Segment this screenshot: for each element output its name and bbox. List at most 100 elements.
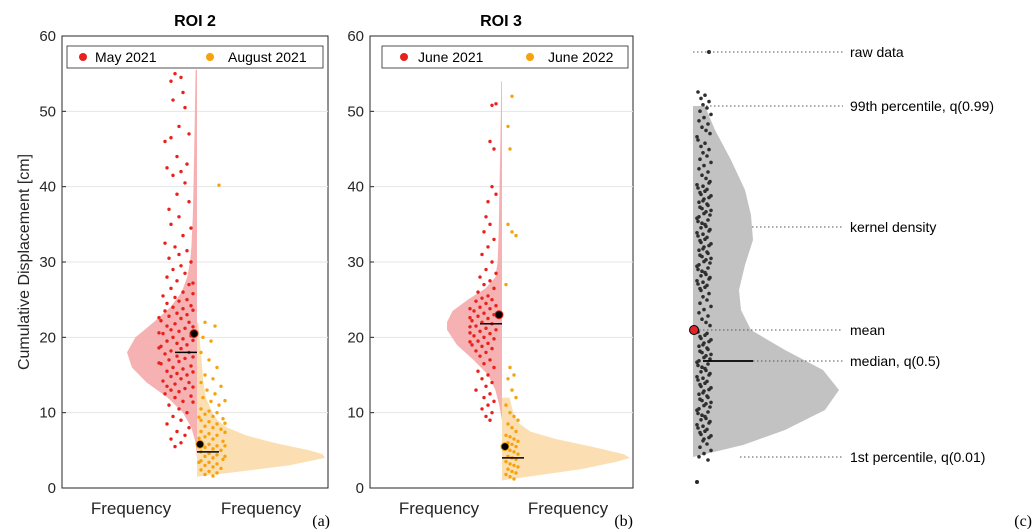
raw-data-point <box>512 463 516 468</box>
raw-data-point <box>185 373 189 377</box>
raw-data-point <box>219 466 223 471</box>
raw-data-point <box>201 335 205 340</box>
raw-data-point <box>183 386 187 391</box>
schematic-point <box>707 181 711 185</box>
schematic-point <box>700 173 704 177</box>
raw-data-point <box>171 414 175 419</box>
raw-data-point <box>482 362 486 366</box>
raw-data-point <box>187 282 191 287</box>
raw-data-point <box>508 435 512 439</box>
raw-data-point <box>223 421 227 425</box>
raw-data-point <box>203 435 207 439</box>
raw-data-point <box>506 124 510 129</box>
schematic-point <box>700 206 704 211</box>
x-label-right: Frequency <box>528 499 609 518</box>
raw-data-point <box>472 334 476 338</box>
schematic-point <box>695 375 699 379</box>
schematic-point <box>701 439 705 443</box>
schematic-point <box>707 421 711 425</box>
raw-data-point <box>157 316 161 320</box>
y-tick-label: 60 <box>347 28 364 45</box>
raw-data-point <box>470 319 474 323</box>
raw-data-point <box>486 341 490 346</box>
schematic-point <box>702 451 706 456</box>
raw-data-point <box>175 429 179 434</box>
raw-data-point <box>512 373 516 377</box>
raw-data-point <box>171 173 175 178</box>
raw-data-point <box>169 374 173 379</box>
schematic-point <box>706 362 710 366</box>
raw-data-point <box>177 215 181 219</box>
schematic-point <box>703 285 707 290</box>
schematic-point <box>706 218 710 222</box>
raw-data-point <box>492 286 496 291</box>
raw-data-point <box>199 407 203 411</box>
raw-data-point <box>189 260 193 264</box>
schematic-point <box>702 259 706 264</box>
schematic-point <box>706 347 710 352</box>
raw-data-point <box>488 418 492 422</box>
schematic-point <box>699 370 703 374</box>
y-tick-label: 0 <box>356 480 364 497</box>
mean-marker <box>189 329 199 339</box>
schematic-point <box>696 282 700 286</box>
schematic-point <box>698 445 702 450</box>
schematic-point <box>699 384 703 389</box>
raw-data-point <box>197 460 201 465</box>
schematic-point <box>702 115 706 120</box>
raw-data-point <box>488 222 492 227</box>
schematic-point <box>707 339 711 344</box>
raw-data-point <box>189 303 193 308</box>
raw-data-point <box>175 279 179 283</box>
raw-data-point <box>510 388 514 392</box>
raw-data-point <box>165 369 169 373</box>
raw-data-point <box>484 267 488 272</box>
annotation-leaders <box>693 51 843 458</box>
raw-data-point <box>488 331 492 336</box>
schematic-point <box>709 352 713 357</box>
y-tick-label: 30 <box>39 254 56 271</box>
raw-data-point <box>494 328 498 332</box>
raw-data-point <box>476 314 480 318</box>
y-tick-label: 20 <box>39 329 56 346</box>
raw-data-point <box>504 282 508 287</box>
raw-data-point <box>163 392 167 396</box>
stats-layer <box>480 310 524 459</box>
raw-data-point <box>207 432 211 436</box>
schematic-point <box>695 231 699 235</box>
panel-label: (b) <box>614 513 633 529</box>
raw-data-point <box>175 311 179 315</box>
schematic-point <box>700 221 704 225</box>
schematic-point <box>709 304 713 309</box>
schematic-point <box>709 208 713 213</box>
raw-data-point <box>187 426 191 430</box>
schematic-point <box>700 350 704 355</box>
raw-data-point <box>207 442 211 447</box>
schematic-point <box>706 203 710 208</box>
y-tick-labels: 0 10 20 30 40 50 60 <box>39 28 56 497</box>
raw-data-point <box>179 169 183 174</box>
raw-data-point <box>490 260 494 264</box>
panel-roi-2: 0 10 20 30 40 50 60 ROI 2 Cumulative Displacem… <box>16 13 330 529</box>
raw-data-point <box>163 139 167 144</box>
schematic-point <box>700 317 704 322</box>
raw-data-point <box>504 472 508 477</box>
raw-data-point <box>508 448 512 453</box>
raw-data-point <box>492 147 496 151</box>
raw-data-point <box>181 307 185 311</box>
schematic-point <box>700 254 704 259</box>
raw-data-point <box>512 414 516 419</box>
raw-data-point <box>468 325 472 329</box>
raw-data-point <box>484 384 488 388</box>
raw-data-point <box>486 200 490 204</box>
raw-data-point <box>201 395 205 400</box>
raw-data-point <box>492 237 496 242</box>
raw-data-point <box>486 294 490 298</box>
raw-data-point <box>187 132 191 136</box>
raw-data-point <box>173 295 177 300</box>
schematic-point <box>707 229 711 233</box>
raw-data-point <box>181 367 185 371</box>
raw-data-point <box>516 465 520 469</box>
schematic-point <box>708 131 712 136</box>
